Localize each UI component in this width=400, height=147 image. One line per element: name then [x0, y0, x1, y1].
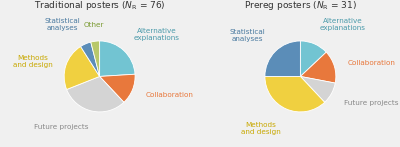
Text: Methods
and design: Methods and design — [241, 122, 281, 135]
Text: Other: Other — [83, 22, 104, 28]
Text: Future projects: Future projects — [344, 100, 398, 106]
Wedge shape — [100, 41, 135, 76]
Text: Collaboration: Collaboration — [145, 92, 193, 98]
Wedge shape — [300, 76, 335, 102]
Text: Statistical
analyses: Statistical analyses — [44, 18, 80, 31]
Text: Alternative
explanations: Alternative explanations — [133, 27, 179, 41]
Wedge shape — [91, 41, 100, 76]
Text: Collaboration: Collaboration — [348, 60, 396, 66]
Text: Methods
and design: Methods and design — [13, 55, 53, 68]
Wedge shape — [100, 74, 135, 102]
Wedge shape — [81, 42, 100, 76]
Text: Alternative
explanations: Alternative explanations — [320, 18, 366, 31]
Text: Future projects: Future projects — [34, 125, 89, 131]
Wedge shape — [300, 41, 326, 76]
Wedge shape — [67, 76, 124, 112]
Text: Statistical
analyses: Statistical analyses — [230, 29, 266, 42]
Wedge shape — [265, 76, 325, 112]
Title: Prereg posters ($N_\mathrm{R}$ = 31): Prereg posters ($N_\mathrm{R}$ = 31) — [244, 0, 357, 12]
Wedge shape — [265, 41, 300, 76]
Title: Traditional posters ($N_\mathrm{R}$ = 76): Traditional posters ($N_\mathrm{R}$ = 76… — [34, 0, 166, 12]
Wedge shape — [64, 46, 100, 90]
Wedge shape — [300, 52, 336, 83]
